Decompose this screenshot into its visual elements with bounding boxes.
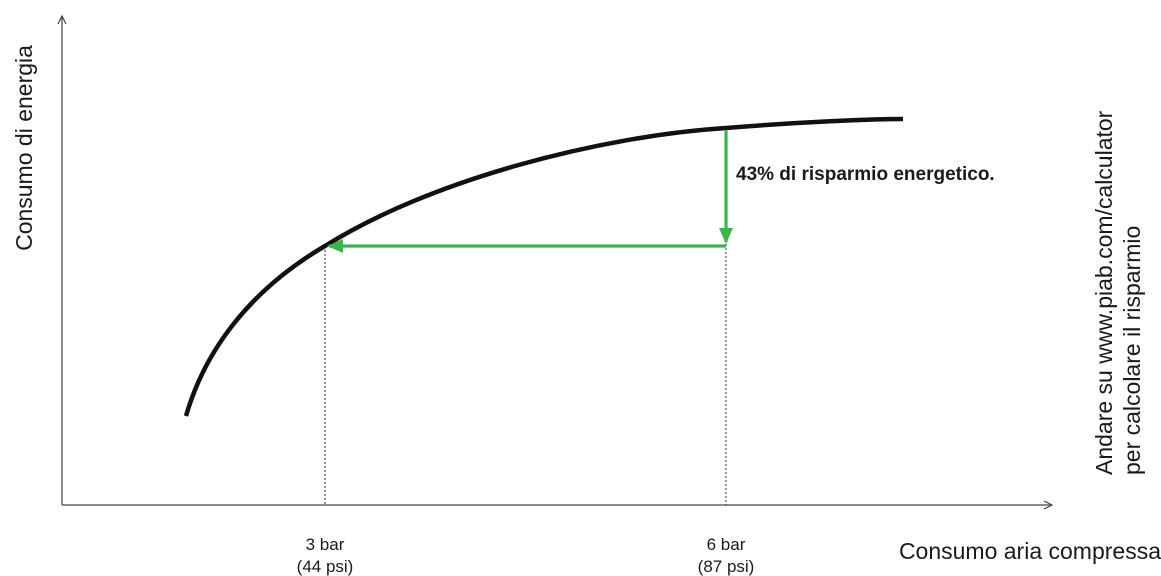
tick-label: 6 bar (707, 535, 746, 554)
calculator-note-line1: Andare su www.piab.com/calculator (1091, 110, 1117, 475)
energy-curve (183, 116, 904, 417)
savings-annotation: 43% di risparmio energetico. (736, 164, 995, 185)
y-axis-title: Consumo di energia (11, 45, 37, 251)
tick-label: (44 psi) (297, 557, 354, 576)
tick-label: (87 psi) (698, 557, 755, 576)
x-axis-title: Consumo aria compressa (899, 538, 1161, 564)
tick-label: 3 bar (306, 535, 345, 554)
calculator-note-line2: per calcolare il risparmio (1119, 226, 1145, 475)
